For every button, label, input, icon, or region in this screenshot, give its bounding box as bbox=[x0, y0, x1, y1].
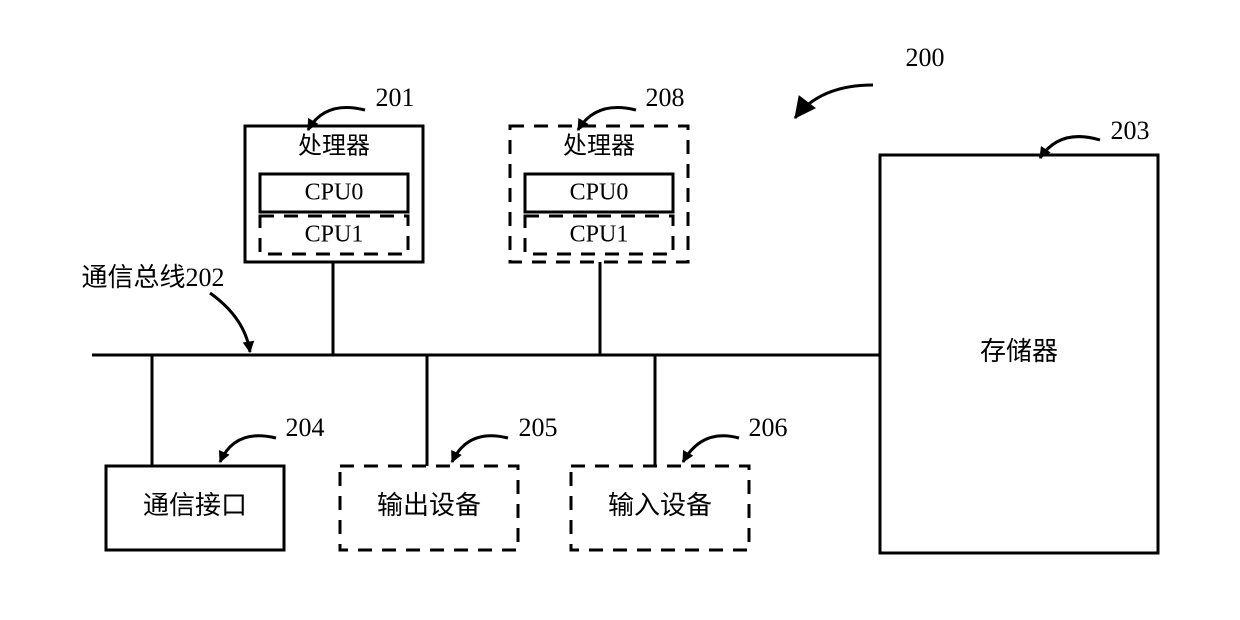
processor-2-cpu1-label: CPU1 bbox=[570, 222, 629, 248]
callout-208: 208 bbox=[646, 83, 685, 112]
callout-204-arrowhead bbox=[219, 451, 228, 462]
bus-label-arrowhead bbox=[244, 341, 254, 352]
callout-205: 205 bbox=[519, 413, 558, 442]
callout-204-leader bbox=[220, 436, 276, 462]
callout-203: 203 bbox=[1111, 116, 1150, 145]
input-device-label: 输入设备 bbox=[608, 491, 712, 520]
callout-205-leader bbox=[452, 436, 508, 462]
callout-200-arrowhead bbox=[795, 96, 815, 118]
callout-204: 204 bbox=[286, 413, 325, 442]
processor-2-cpu0-label: CPU0 bbox=[570, 180, 629, 206]
callout-200: 200 bbox=[906, 43, 945, 72]
callout-201: 201 bbox=[376, 83, 415, 112]
system-block-diagram: 处理器 CPU0 CPU1 处理器 CPU0 CPU1 存储器通信接口 输出设备 输入设备 200… bbox=[0, 0, 1240, 620]
callout-206-leader bbox=[683, 436, 739, 462]
comm-interface-label: 通信接口 bbox=[143, 491, 247, 520]
processor-1-cpu1-label: CPU1 bbox=[305, 222, 364, 248]
processor-1-cpu0-label: CPU0 bbox=[305, 180, 364, 206]
memory-label: 存储器 bbox=[980, 337, 1058, 366]
callout-206: 206 bbox=[749, 413, 788, 442]
output-device-label: 输出设备 bbox=[377, 491, 481, 520]
bus-label: 通信总线202 bbox=[81, 263, 224, 292]
processor-1-title: 处理器 bbox=[298, 133, 370, 160]
processor-2-title: 处理器 bbox=[563, 133, 635, 160]
